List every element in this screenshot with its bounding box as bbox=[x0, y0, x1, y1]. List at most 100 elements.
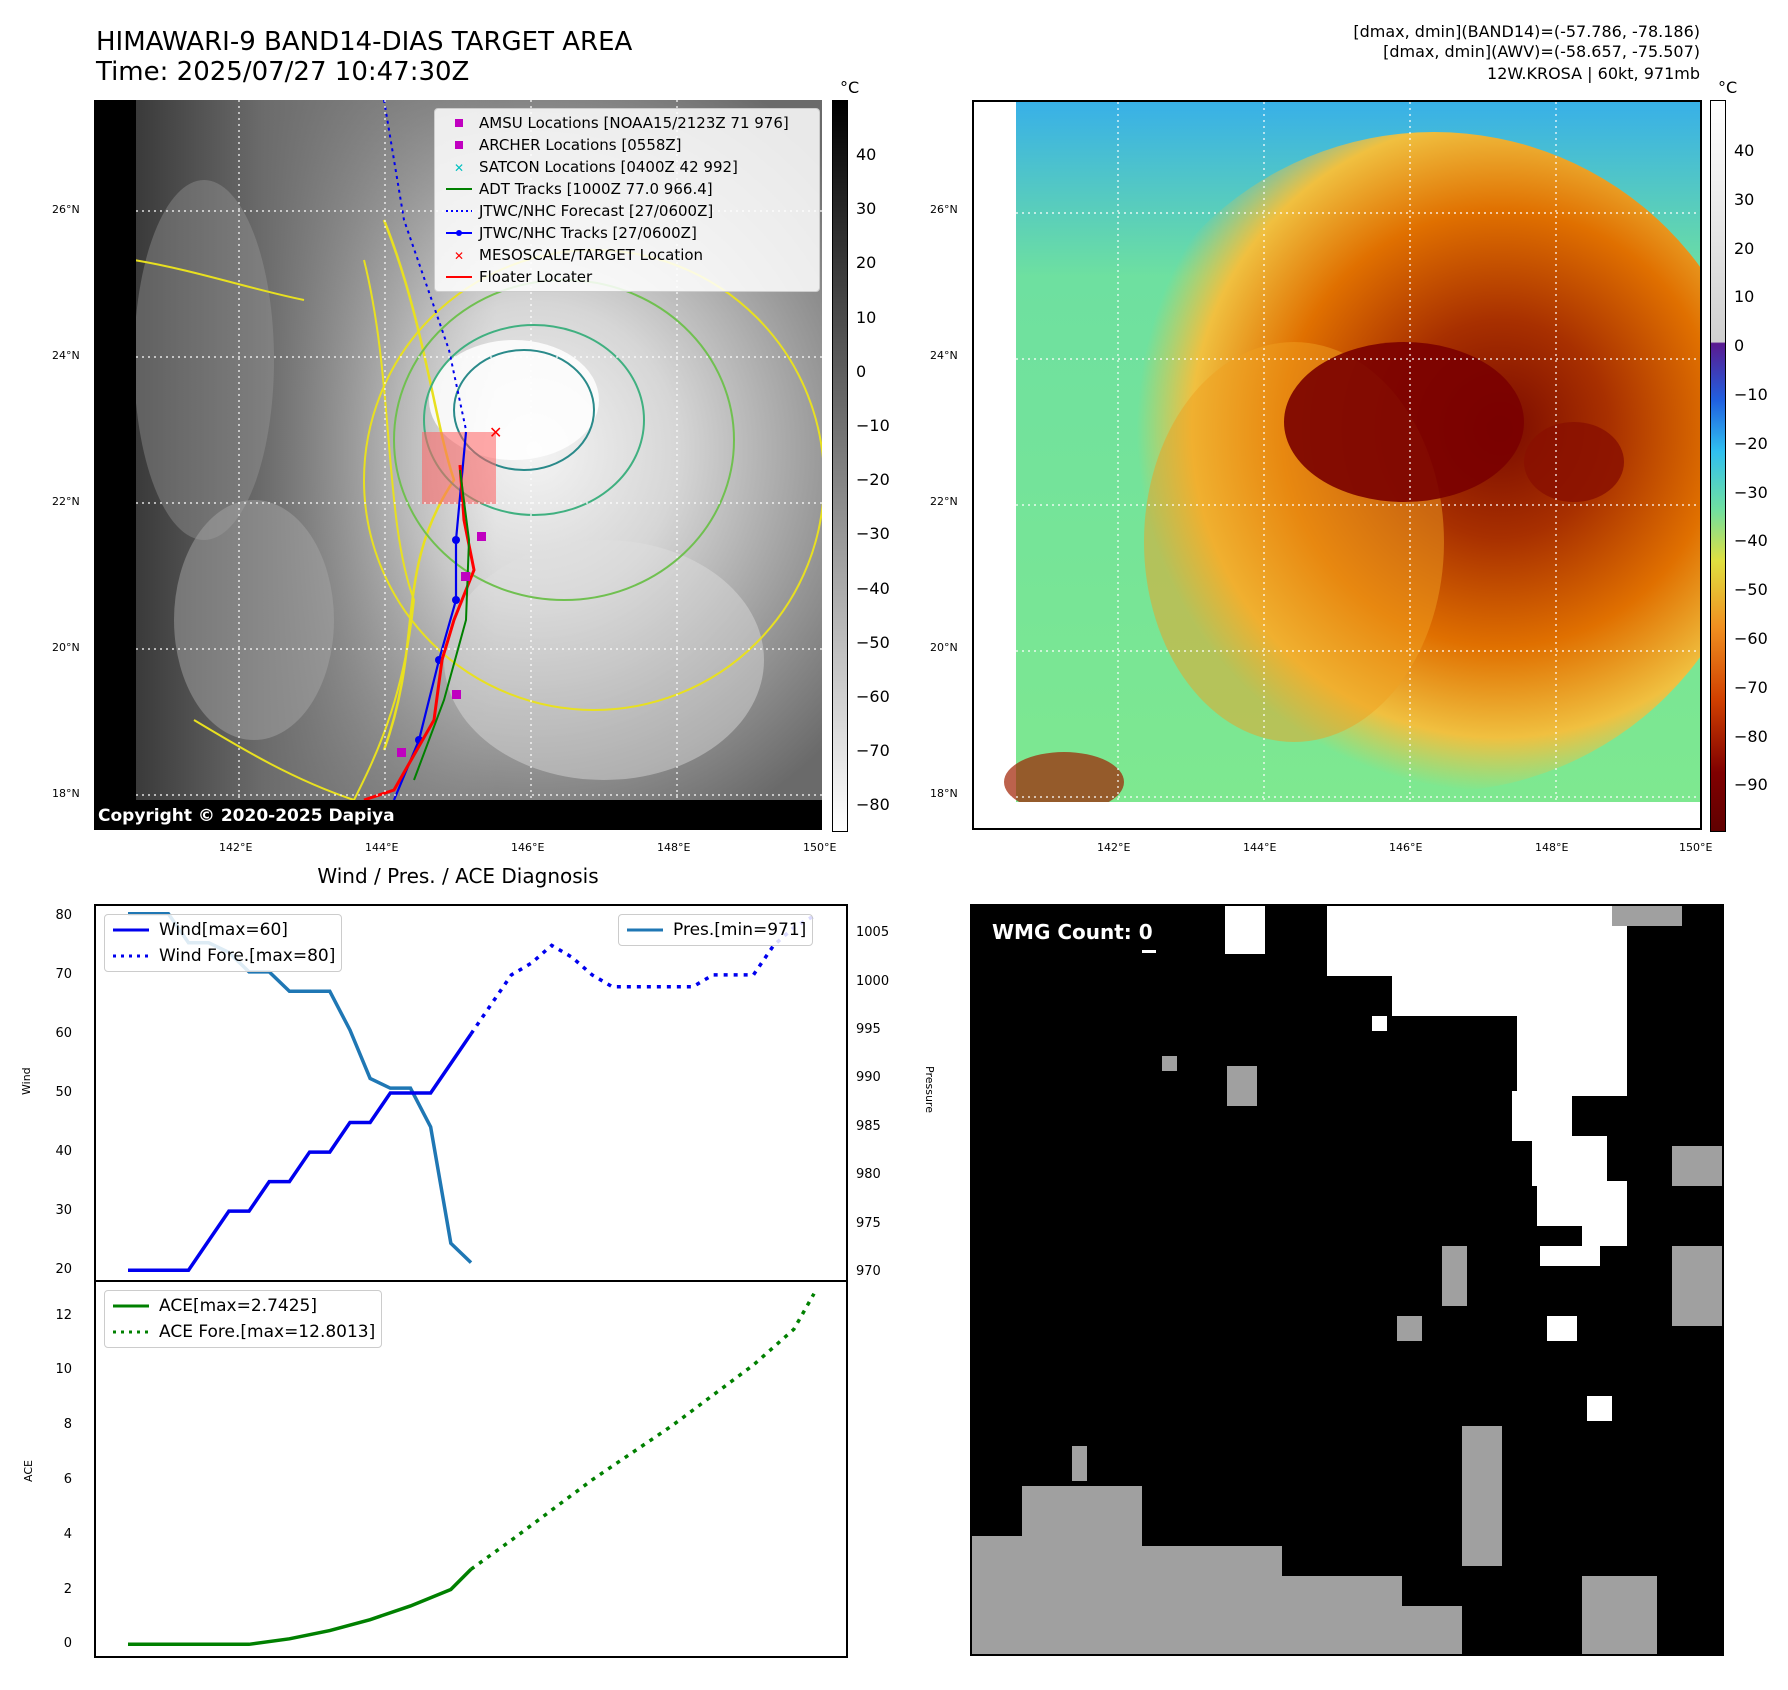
axis-tick: 6 bbox=[63, 1471, 72, 1487]
axis-tick: 4 bbox=[63, 1526, 72, 1542]
legend-entry: JTWC/NHC Forecast [27/0600Z] bbox=[439, 200, 815, 222]
colorbar-tick: −80 bbox=[856, 795, 890, 815]
legend-line bbox=[113, 954, 149, 958]
colorbar-tick: 20 bbox=[1734, 238, 1755, 258]
colorbar-tick: −30 bbox=[1734, 482, 1768, 502]
lat-label: 24°N bbox=[52, 349, 80, 362]
info-storm: 12W.KROSA | 60kt, 971mb bbox=[1487, 64, 1700, 83]
pressure-axis-label: Pressure bbox=[923, 1066, 936, 1113]
pressure-legend: Pres.[min=971] bbox=[618, 914, 814, 946]
wmg-mask-image bbox=[972, 906, 1722, 1654]
legend-label: JTWC/NHC Tracks [27/0600Z] bbox=[479, 224, 697, 242]
axis-tick: 40 bbox=[55, 1144, 72, 1160]
legend-label: Pres.[min=971] bbox=[673, 920, 807, 940]
legend-line bbox=[627, 928, 663, 932]
wind-series bbox=[128, 1032, 473, 1272]
colorbar-unit-left: °C bbox=[840, 78, 860, 97]
lon-label: 146°E bbox=[511, 841, 545, 854]
legend-entry: ARCHER Locations [0558Z] bbox=[439, 134, 815, 156]
legend-entry: Floater Locater bbox=[439, 266, 815, 288]
legend-entry: ADT Tracks [1000Z 77.0 966.4] bbox=[439, 178, 815, 200]
lon-label: 150°E bbox=[1679, 841, 1713, 854]
colorbar-tick: −70 bbox=[856, 741, 890, 761]
colorbar-tick: 0 bbox=[1734, 336, 1745, 356]
lon-label: 148°E bbox=[1535, 841, 1569, 854]
colorbar-tick: −60 bbox=[856, 687, 890, 706]
axis-tick: 60 bbox=[55, 1025, 72, 1041]
lon-label: 144°E bbox=[1243, 841, 1277, 854]
wind-axis-label: Wind bbox=[20, 1067, 33, 1095]
colorbar-tick: 30 bbox=[856, 199, 877, 219]
axis-tick: 20 bbox=[55, 1262, 72, 1278]
axis-tick: 12 bbox=[55, 1307, 72, 1323]
svg-text:✕: ✕ bbox=[454, 161, 464, 175]
legend-label: ACE[max=2.7425] bbox=[159, 1296, 317, 1316]
enhanced-map bbox=[972, 100, 1702, 830]
lat-label: 26°N bbox=[52, 203, 80, 216]
colorbar-tick: 20 bbox=[856, 253, 877, 273]
legend-label: Floater Locater bbox=[479, 268, 593, 286]
info-awv: [dmax, dmin](AWV)=(-58.657, -75.507) bbox=[1383, 42, 1700, 61]
lon-label: 142°E bbox=[1097, 841, 1131, 854]
lon-label: 150°E bbox=[803, 841, 837, 854]
legend-label: ARCHER Locations [0558Z] bbox=[479, 136, 682, 154]
legend-label: JTWC/NHC Forecast [27/0600Z] bbox=[479, 202, 714, 220]
wmg-mask: WMG Count: 0 bbox=[970, 904, 1724, 1656]
colorbar-tick: −20 bbox=[1734, 433, 1768, 453]
legend-label: Wind[max=60] bbox=[159, 920, 288, 940]
wind-forecast-series bbox=[469, 914, 815, 1035]
axis-tick: 1000 bbox=[856, 973, 890, 989]
enhanced-map-image bbox=[974, 102, 1700, 828]
lon-label: 146°E bbox=[1389, 841, 1423, 854]
legend-symbol bbox=[439, 117, 479, 129]
lat-label: 18°N bbox=[930, 787, 958, 800]
legend-label: ADT Tracks [1000Z 77.0 966.4] bbox=[479, 180, 713, 198]
legend-entry: JTWC/NHC Tracks [27/0600Z] bbox=[439, 222, 815, 244]
axis-tick: 980 bbox=[856, 1167, 881, 1183]
legend-line bbox=[113, 928, 149, 932]
lat-label: 22°N bbox=[52, 495, 80, 508]
lon-label: 148°E bbox=[657, 841, 691, 854]
ace-forecast-series bbox=[469, 1292, 816, 1571]
colorbar-tick: −40 bbox=[856, 578, 890, 598]
lat-label: 26°N bbox=[930, 203, 958, 216]
wmg-count-label: WMG Count: 0 bbox=[992, 920, 1153, 944]
map-legend: AMSU Locations [NOAA15/2123Z 71 976] ARCH… bbox=[434, 108, 820, 292]
colorbar-tick: −10 bbox=[856, 416, 890, 435]
axis-tick: 1005 bbox=[856, 925, 890, 941]
axis-tick: 990 bbox=[856, 1070, 881, 1086]
axis-tick: 985 bbox=[856, 1118, 881, 1134]
lat-label: 22°N bbox=[930, 495, 958, 508]
legend-symbol bbox=[439, 205, 479, 217]
copyright: Copyright © 2020-2025 Dapiya bbox=[98, 806, 395, 826]
legend-label: AMSU Locations [NOAA15/2123Z 71 976] bbox=[479, 114, 789, 132]
legend-symbol: ✕ bbox=[439, 161, 479, 175]
wind-legend: Wind[max=60] Wind Fore.[max=80] bbox=[104, 914, 343, 972]
colorbar-tick: −70 bbox=[1734, 677, 1768, 697]
colorbar-tick: 0 bbox=[856, 361, 867, 381]
legend-symbol bbox=[439, 139, 479, 151]
colorbar-tick: −20 bbox=[856, 470, 890, 490]
ace-axis-label: ACE bbox=[22, 1460, 35, 1482]
colorbar-unit-right: °C bbox=[1718, 78, 1738, 97]
diagnosis-title: Wind / Pres. / ACE Diagnosis bbox=[317, 864, 599, 888]
colorbar-tick: −50 bbox=[1734, 580, 1768, 600]
ace-series bbox=[128, 1568, 473, 1647]
legend-symbol bbox=[439, 183, 479, 195]
lat-label: 20°N bbox=[52, 641, 80, 654]
axis-tick: 2 bbox=[63, 1581, 72, 1597]
lat-label: 20°N bbox=[930, 641, 958, 654]
legend-symbol: ✕ bbox=[439, 249, 479, 263]
colorbar-tick: 40 bbox=[1734, 141, 1755, 160]
axis-tick: 70 bbox=[55, 966, 72, 982]
lat-label: 18°N bbox=[52, 787, 80, 800]
axis-tick: 10 bbox=[55, 1362, 72, 1378]
ace-plot bbox=[128, 1292, 816, 1647]
axis-tick: 50 bbox=[55, 1085, 72, 1100]
lat-label: 24°N bbox=[930, 349, 958, 362]
colorbar-tick: 10 bbox=[856, 307, 877, 327]
colorbar-tick: 10 bbox=[1734, 287, 1755, 307]
axis-tick: 970 bbox=[856, 1264, 881, 1280]
legend-entry: AMSU Locations [NOAA15/2123Z 71 976] bbox=[439, 112, 815, 134]
colorbar-right bbox=[1710, 100, 1726, 832]
